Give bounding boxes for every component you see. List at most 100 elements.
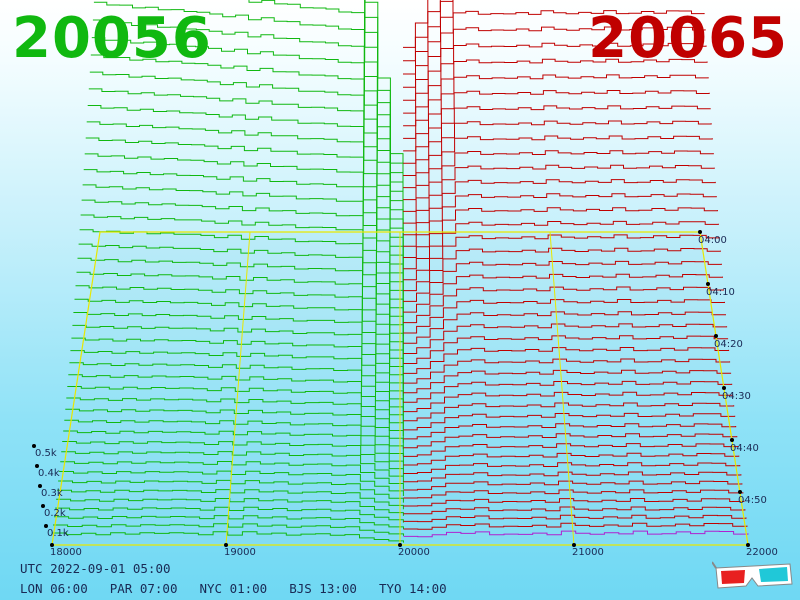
bid-curve	[70, 350, 404, 423]
3d-glasses-icon[interactable]	[712, 558, 796, 592]
bid-curve	[52, 531, 404, 543]
ask-curve	[403, 0, 429, 48]
time-tick-label-04:30: 04:30	[722, 391, 751, 402]
ask-curve	[403, 433, 738, 449]
bid-curve	[63, 430, 404, 470]
bid-curve	[88, 88, 404, 303]
ask-curve	[403, 522, 748, 530]
ask-price: 20065	[588, 6, 788, 71]
ask-curve	[403, 220, 719, 270]
ask-curve	[403, 105, 711, 176]
ask-curve	[403, 234, 720, 281]
bid-curve	[91, 37, 404, 283]
ask-curve	[403, 498, 745, 507]
ask-curve	[403, 471, 742, 483]
y-tick-0.3k	[38, 484, 42, 488]
ask-curve	[403, 443, 739, 457]
bid-price: 20056	[12, 6, 212, 71]
ask-curve	[403, 358, 731, 384]
bid-curve	[83, 169, 404, 337]
time-tick-label-04:50: 04:50	[738, 495, 767, 506]
bid-curve	[84, 153, 404, 330]
ask-curve	[403, 42, 707, 127]
bid-curve	[80, 214, 404, 357]
ask-curve	[403, 369, 732, 394]
ask-curve	[403, 0, 441, 62]
bid-curve	[82, 184, 404, 343]
ask-curve	[403, 335, 729, 364]
bid-curve	[364, 0, 404, 250]
ask-curve	[403, 506, 746, 515]
x-tick-label-22000: 22000	[746, 547, 778, 558]
x-tick-label-19000: 19000	[224, 547, 256, 558]
ask-curve	[403, 391, 734, 413]
bid-curve	[64, 419, 404, 463]
ask-curve	[403, 90, 710, 164]
ask-curve	[403, 402, 735, 422]
bid-curve	[65, 408, 404, 456]
ask-curve	[403, 193, 717, 247]
bid-curve	[73, 312, 404, 403]
y-tick-label-0.1k: 0.1k	[47, 528, 69, 539]
ask-curve	[403, 299, 725, 334]
y-tick-0.2k	[41, 504, 45, 508]
ask-curve	[403, 412, 736, 431]
ask-curve	[403, 260, 722, 302]
time-tick-04:40	[730, 438, 734, 442]
bid-curve	[54, 515, 404, 530]
ask-curve	[403, 380, 733, 403]
x-tick-19000	[224, 543, 228, 547]
ask-curve	[403, 207, 718, 258]
bid-curve	[90, 54, 404, 290]
bid-curve	[55, 506, 404, 523]
ask-curve	[403, 452, 740, 466]
bid-curve	[81, 199, 404, 350]
bid-curve	[53, 523, 404, 536]
time-tick-label-04:00: 04:00	[698, 235, 727, 246]
time-tick-label-04:40: 04:40	[730, 443, 759, 454]
bid-curve	[75, 285, 404, 390]
y-tick-label-0.4k: 0.4k	[38, 468, 60, 479]
ask-curve	[403, 347, 730, 374]
ask-curve	[403, 58, 708, 139]
bid-curve	[74, 298, 404, 397]
ask-curve	[403, 150, 714, 212]
bid-curve	[92, 19, 404, 277]
zone-par: PAR 07:00	[109, 581, 178, 596]
bid-curve	[72, 324, 404, 410]
bid-curve	[78, 243, 404, 370]
zone-lon: LON 06:00	[20, 581, 88, 596]
y-tick-0.4k	[35, 464, 39, 468]
x-tick-18000	[50, 543, 54, 547]
x-tick-label-21000: 21000	[572, 547, 604, 558]
grid-line	[549, 231, 575, 546]
time-tick-04:50	[738, 490, 742, 494]
zone-bjs: BJS 13:00	[289, 581, 357, 596]
bid-curve	[364, 0, 404, 230]
ask-curve	[403, 10, 705, 101]
x-tick-label-18000: 18000	[50, 547, 82, 558]
time-tick-label-04:10: 04:10	[706, 287, 735, 298]
ask-curve	[403, 323, 728, 354]
ask-curve	[403, 286, 724, 324]
x-tick-20000	[398, 543, 402, 547]
ask-curve	[403, 273, 723, 313]
bid-curve	[248, 0, 404, 263]
time-tick-label-04:20: 04:20	[714, 339, 743, 350]
y-tick-label-0.2k: 0.2k	[44, 508, 66, 519]
bid-curve	[76, 271, 404, 383]
ask-curve	[403, 530, 749, 538]
bid-curve	[61, 451, 404, 483]
bid-curve	[62, 441, 404, 476]
time-tick-04:20	[714, 334, 718, 338]
ask-curve	[403, 179, 716, 236]
ask-curve	[403, 74, 709, 152]
y-tick-0.5k	[32, 444, 36, 448]
ask-curve	[403, 247, 721, 292]
bid-curve	[67, 386, 404, 443]
y-tick-label-0.5k: 0.5k	[35, 448, 57, 459]
ask-curve	[403, 135, 713, 201]
ask-curve	[403, 462, 741, 474]
bid-curve	[87, 105, 404, 310]
timezone-bar: LON 06:00 PAR 07:00 NYC 01:00 BJS 13:00 TYO …	[20, 581, 469, 596]
